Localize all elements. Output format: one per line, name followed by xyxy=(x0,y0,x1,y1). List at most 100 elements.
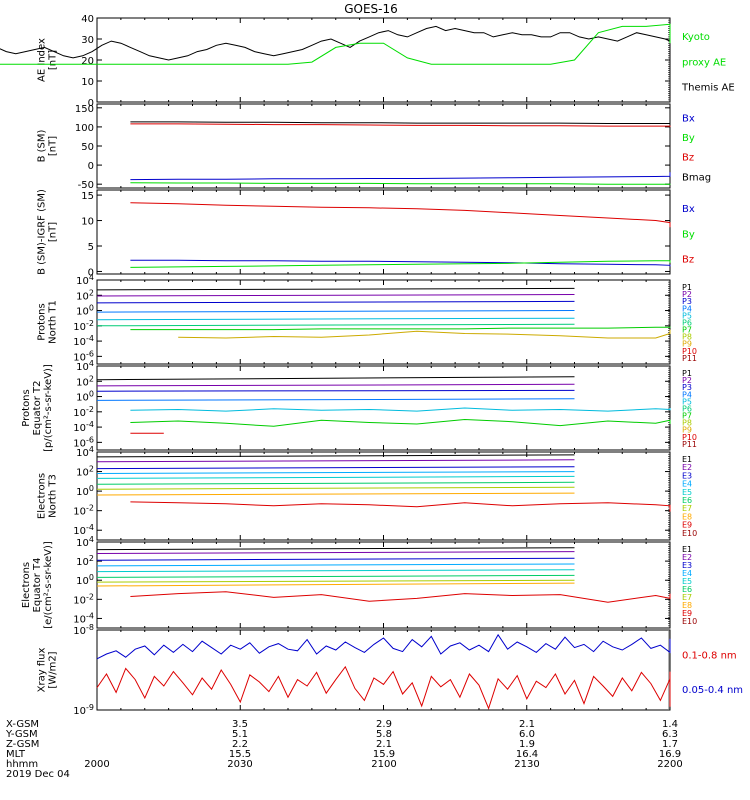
y-tick-label: 104 xyxy=(76,535,94,549)
legend-entry: P2 xyxy=(682,290,692,299)
series-e3-line xyxy=(96,466,575,470)
series-e5-line xyxy=(96,475,575,479)
x-axis-cell: 2.2 xyxy=(232,739,248,750)
x-axis-cell: 15.5 xyxy=(229,749,251,760)
y-tick-label: 104 xyxy=(76,445,94,459)
x-axis-cell: 1.4 xyxy=(662,719,678,730)
panel-ae: 0 10 20 30 40 AE Index [nT] Kyoto proxy AE Themis… xyxy=(0,14,735,109)
legend-entry: Bx xyxy=(682,204,695,215)
y-tick-label: 104 xyxy=(76,273,94,287)
y-tick-label: 10-9 xyxy=(73,703,94,717)
x-axis-cell: 2.1 xyxy=(376,739,392,750)
legend-entry: E6 xyxy=(682,496,692,505)
series-e1-line xyxy=(96,547,575,551)
y-tick-label: 10-2 xyxy=(73,319,94,333)
legend-entry: E7 xyxy=(682,593,692,602)
x-axis-cell: 6.0 xyxy=(519,729,535,740)
legend-entry: 0.05-0.4 nm xyxy=(682,685,743,696)
y-axis-label: Protons xyxy=(37,303,48,340)
x-axis-cell: 2130 xyxy=(514,759,539,770)
series-p1-line xyxy=(96,287,575,291)
series-p3-line xyxy=(96,389,575,392)
x-axis-cell: 2.1 xyxy=(519,719,535,730)
panel-electrons_t3: 104 102 100 10-2 10-4 Electrons North T3 E1E2E3… xyxy=(37,445,697,541)
x-axis-row-label: MLT xyxy=(6,749,26,760)
legend-entry: P1 xyxy=(682,369,692,378)
y-tick-label: 5 xyxy=(88,242,94,253)
legend-entry: E4 xyxy=(682,480,692,489)
legend-entry: By xyxy=(682,133,695,144)
x-axis-cell: 3.5 xyxy=(232,719,248,730)
x-axis-row-label: X-GSM xyxy=(6,719,39,730)
y-axis-label: [nT] xyxy=(48,222,59,242)
y-tick-label: 102 xyxy=(76,465,94,479)
x-axis-cell: 2000 xyxy=(84,759,109,770)
legend-entry: Themis AE xyxy=(681,83,735,94)
panel-frame xyxy=(96,365,671,451)
x-axis-cell: 6.3 xyxy=(662,729,678,740)
y-tick-label: 100 xyxy=(75,123,94,134)
legend-entry: E1 xyxy=(682,545,692,554)
y-axis-label: Electrons xyxy=(37,473,48,519)
legend-entry: P11 xyxy=(682,354,697,363)
series-e9-line xyxy=(130,591,671,603)
x-axis-cell: 2030 xyxy=(227,759,252,770)
x-axis-cell: 5.1 xyxy=(232,729,248,740)
x-axis-cell: 15.9 xyxy=(373,749,395,760)
legend-entry: Bx xyxy=(682,114,695,125)
y-axis-label: Equator T2 xyxy=(32,381,43,436)
y-tick-label: 10-2 xyxy=(73,504,94,518)
y-tick-label: 102 xyxy=(76,288,94,302)
y-tick-label: 102 xyxy=(76,554,94,568)
legend-entry: E5 xyxy=(682,577,692,586)
legend-entry: P2 xyxy=(682,376,692,385)
y-tick-label: 10-6 xyxy=(73,435,94,449)
y-axis-label: [p/(cm²-s-sr-keV)] xyxy=(43,364,54,452)
y-tick-label: 100 xyxy=(76,484,94,498)
legend-entry: E7 xyxy=(682,504,692,513)
panel-frame xyxy=(96,17,671,103)
y-axis-label: North T3 xyxy=(48,474,59,518)
legend-entry: E2 xyxy=(682,553,692,562)
series-e2-line xyxy=(96,459,575,463)
y-tick-label: 10-6 xyxy=(73,349,94,363)
series-e8-line xyxy=(96,492,575,496)
legend-entry: E3 xyxy=(682,561,692,570)
series-by-line xyxy=(130,182,671,185)
legend-entry: E9 xyxy=(682,609,692,618)
legend-entry: P8 xyxy=(682,333,692,342)
y-tick-label: 10-4 xyxy=(73,420,94,434)
legend-entry: P10 xyxy=(682,433,697,442)
y-axis-label: Xray flux xyxy=(37,648,48,693)
legend-entry: P4 xyxy=(682,304,692,313)
series-e7-line xyxy=(96,579,575,583)
legend-entry: P10 xyxy=(682,347,697,356)
y-tick-label: 10-2 xyxy=(73,405,94,419)
legend-entry: E5 xyxy=(682,488,692,497)
y-tick-label: 0 xyxy=(88,98,94,109)
series-e1-line xyxy=(96,454,575,458)
y-tick-label: 15 xyxy=(81,191,94,202)
y-tick-label: 10-4 xyxy=(73,334,94,348)
y-axis-label: [nT] xyxy=(48,50,59,70)
y-axis-label: Equator T4 xyxy=(32,558,43,613)
x-axis-row-label: Y-GSM xyxy=(5,729,38,740)
x-axis-row-label: Z-GSM xyxy=(6,739,39,750)
y-axis-label: AE Index xyxy=(37,38,48,82)
legend-entry: E10 xyxy=(682,529,697,538)
series-e5-line xyxy=(96,569,575,573)
y-axis-label: North T1 xyxy=(48,300,59,344)
legend-entry: E6 xyxy=(682,585,692,594)
series-bz-line xyxy=(130,123,671,127)
legend-entry: Bmag xyxy=(682,172,711,183)
y-tick-label: 10 xyxy=(81,77,94,88)
legend-entry: P4 xyxy=(682,390,692,399)
y-tick-label: 102 xyxy=(76,374,94,388)
legend-entry: E8 xyxy=(682,512,692,521)
y-tick-label: 100 xyxy=(76,573,94,587)
x-axis-cell: 2.9 xyxy=(376,719,392,730)
